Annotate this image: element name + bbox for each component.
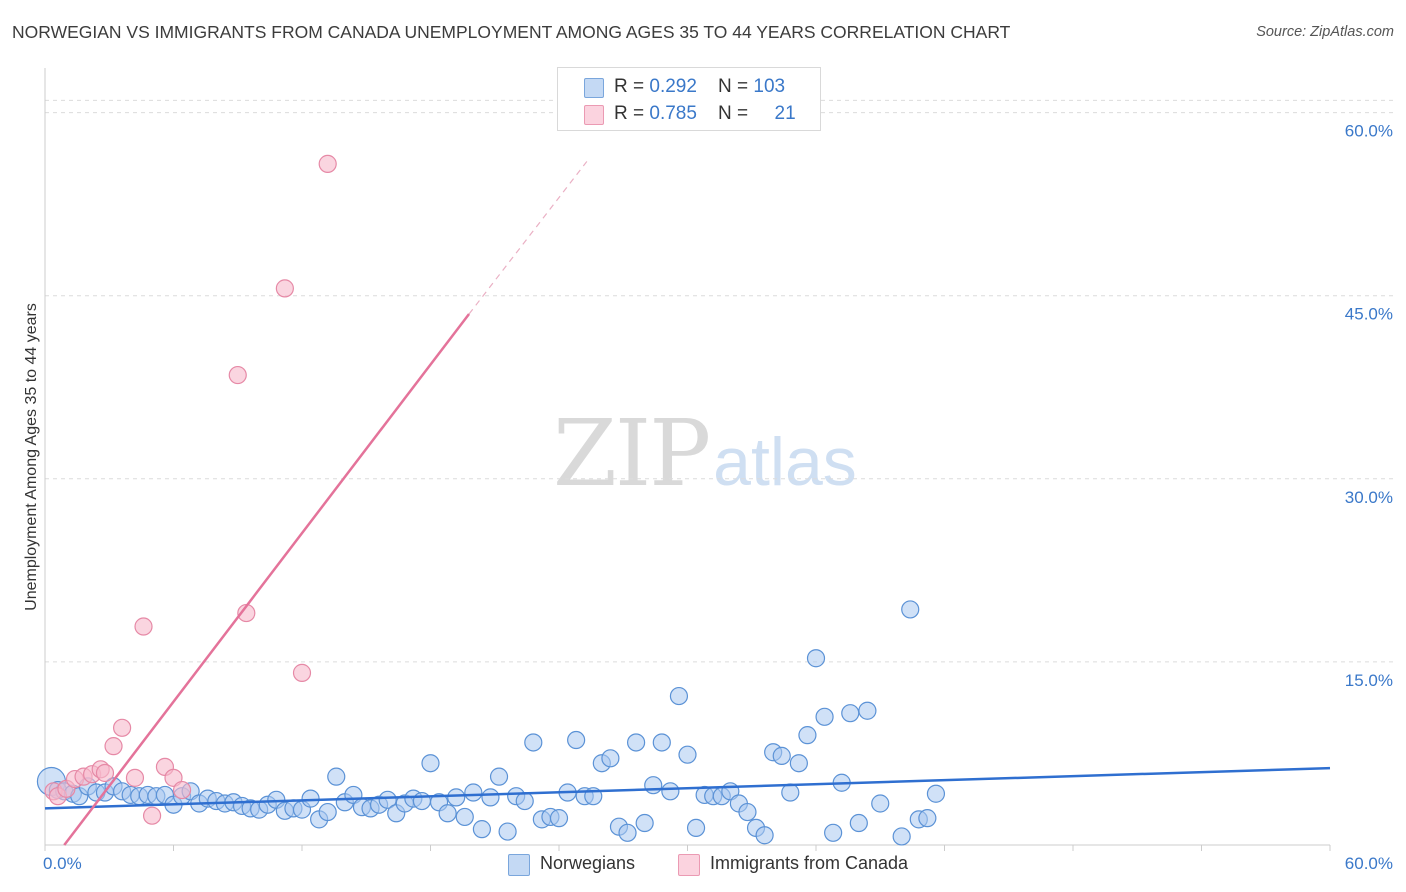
norwegians-point bbox=[524, 733, 543, 752]
norwegians-point bbox=[472, 820, 491, 839]
immigrants-point bbox=[112, 718, 132, 737]
immigrants-point bbox=[318, 154, 337, 173]
immigrants-point bbox=[142, 806, 162, 825]
r-label: R = bbox=[614, 103, 650, 124]
norwegians-point bbox=[841, 704, 860, 723]
chart-title: NORWEGIAN VS IMMIGRANTS FROM CANADA UNEM… bbox=[12, 22, 1011, 42]
norwegians-point bbox=[635, 813, 654, 833]
norwegians-trend-line bbox=[44, 766, 1331, 810]
axes bbox=[44, 68, 1331, 851]
norwegians-point bbox=[515, 791, 534, 811]
norwegians-point bbox=[926, 784, 946, 803]
norwegians-point bbox=[567, 730, 586, 750]
r-label: R = bbox=[614, 76, 650, 97]
norwegians-point bbox=[798, 726, 817, 745]
n-value: 21 bbox=[774, 103, 796, 124]
norwegians-point bbox=[378, 790, 397, 809]
y-tick-label: 60.0% bbox=[1345, 122, 1393, 141]
y-tick-label: 30.0% bbox=[1345, 488, 1393, 507]
immigrants-trend-line bbox=[63, 313, 471, 846]
norwegians-point bbox=[781, 783, 800, 802]
norwegians-point bbox=[824, 823, 843, 842]
norwegians-point bbox=[849, 813, 868, 833]
immigrants-points bbox=[44, 154, 337, 825]
immigrants-point bbox=[104, 737, 123, 756]
norwegians-point bbox=[549, 809, 569, 828]
legend-text-norwegians: R = 0.292 N = 103 bbox=[614, 76, 785, 98]
norwegians-point bbox=[618, 823, 637, 842]
n-label: N = bbox=[718, 103, 754, 124]
data-points bbox=[36, 154, 946, 846]
norwegians-point bbox=[652, 733, 671, 752]
y-tick-labels: 15.0% 30.0% 45.0% 60.0% bbox=[1345, 122, 1393, 690]
norwegians-point bbox=[489, 767, 509, 786]
immigrants-point bbox=[95, 763, 115, 783]
immigrants-point bbox=[134, 617, 153, 636]
legend-swatch-immigrants bbox=[584, 105, 604, 125]
norwegians-label: Norwegians bbox=[540, 853, 636, 873]
y-axis-title: Unemployment Among Ages 35 to 44 years bbox=[23, 303, 40, 611]
norwegians-point bbox=[421, 754, 440, 773]
immigrants-trend-extension bbox=[468, 161, 588, 315]
norwegians-point bbox=[327, 767, 346, 786]
norwegians-point bbox=[755, 826, 774, 845]
norwegians-point bbox=[498, 822, 517, 841]
source-label: Source: ZipAtlas.com bbox=[1256, 24, 1394, 40]
norwegians-point bbox=[678, 745, 697, 764]
n-value: 103 bbox=[753, 76, 786, 97]
immigrants-label: Immigrants from Canada bbox=[710, 853, 909, 873]
r-value: 0.292 bbox=[649, 76, 697, 97]
norwegians-point bbox=[644, 776, 663, 795]
norwegians-point bbox=[871, 794, 890, 813]
immigrants-swatch bbox=[678, 854, 700, 876]
norwegians-point bbox=[464, 783, 483, 802]
norwegians-point bbox=[601, 749, 620, 768]
norwegians-point bbox=[301, 789, 320, 808]
norwegians-point bbox=[789, 754, 808, 773]
norwegians-point bbox=[815, 707, 834, 726]
x-tick-labels: 0.0% 60.0% bbox=[43, 854, 1393, 873]
norwegians-point bbox=[686, 818, 706, 838]
trend-lines bbox=[44, 161, 1331, 846]
norwegians-point bbox=[626, 733, 646, 752]
norwegians-point bbox=[772, 746, 791, 765]
immigrants-point bbox=[228, 365, 247, 385]
n-label: N = bbox=[718, 76, 754, 97]
norwegians-point bbox=[858, 701, 877, 720]
norwegians-point bbox=[918, 809, 937, 828]
immigrants-point bbox=[172, 780, 192, 800]
norwegians-point bbox=[806, 649, 826, 668]
norwegians-point bbox=[901, 600, 920, 619]
correlation-legend: R = 0.292 N = 103 R = 0.785 N = 21 bbox=[557, 67, 821, 131]
immigrants-point bbox=[275, 279, 294, 298]
gridlines bbox=[45, 99, 1395, 663]
norwegians-point bbox=[455, 807, 474, 827]
norwegians-point bbox=[447, 788, 466, 807]
norwegians-point bbox=[481, 788, 500, 807]
norwegians-point bbox=[318, 802, 337, 822]
norwegians-point bbox=[661, 782, 680, 801]
legend-swatch-norwegians bbox=[584, 78, 604, 98]
y-tick-label: 15.0% bbox=[1345, 671, 1393, 690]
legend-text-immigrants: R = 0.785 N = 21 bbox=[614, 103, 796, 125]
immigrants-point bbox=[292, 663, 312, 682]
r-value: 0.785 bbox=[649, 103, 697, 124]
norwegians-point bbox=[412, 791, 432, 811]
x-tick-label: 0.0% bbox=[43, 854, 82, 873]
norwegians-swatch bbox=[508, 854, 530, 876]
norwegians-points bbox=[36, 600, 946, 846]
norwegians-point bbox=[669, 686, 689, 706]
norwegians-point bbox=[738, 802, 757, 822]
immigrants-point bbox=[125, 768, 145, 787]
norwegians-point bbox=[438, 804, 457, 823]
x-tick-label: 60.0% bbox=[1345, 854, 1393, 873]
y-tick-label: 45.0% bbox=[1345, 305, 1393, 324]
norwegians-point bbox=[892, 827, 911, 846]
